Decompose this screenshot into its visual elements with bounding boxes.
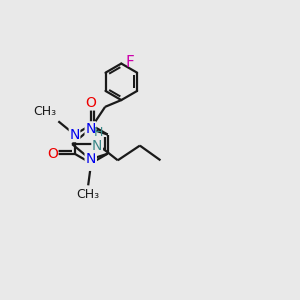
Text: CH₃: CH₃ [34,105,57,118]
Text: O: O [47,147,58,161]
Text: CH₃: CH₃ [76,188,100,201]
Text: N: N [85,122,96,136]
Text: N: N [92,139,102,153]
Text: N: N [85,152,96,166]
Text: F: F [126,55,134,70]
Text: O: O [86,96,97,110]
Text: N: N [86,156,96,170]
Text: H: H [94,126,103,139]
Text: N: N [69,128,80,142]
